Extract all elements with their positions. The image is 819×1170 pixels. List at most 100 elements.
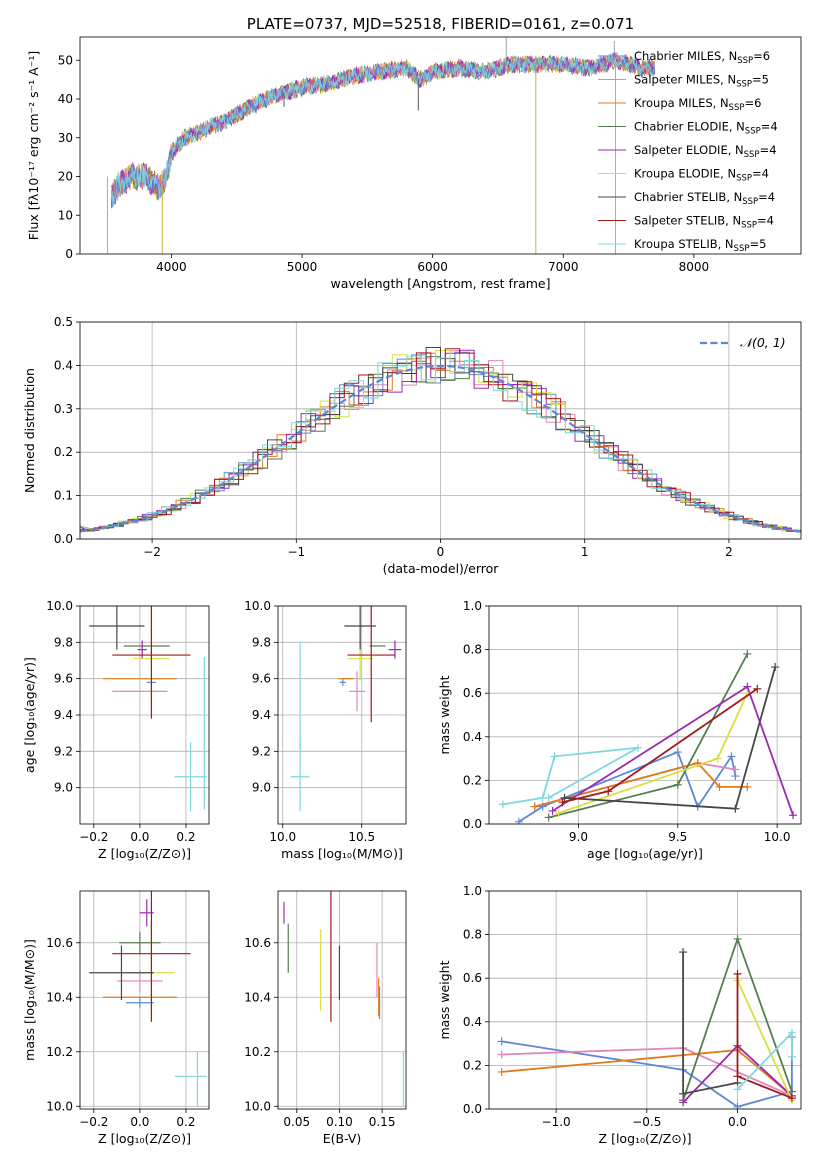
legend-count: =4	[757, 214, 774, 228]
plot-frame	[79, 605, 210, 825]
series-marker	[771, 663, 780, 672]
x-tick-label: 0.10	[326, 1115, 353, 1129]
x-tick-label: 0.0	[130, 830, 149, 844]
panel-mass-vs-Z: −0.2 0.0 0.2 10.0 10.2 10.4 10.6 Z [log₁₀(Z/Z⊙)…	[22, 890, 210, 1146]
y-tick-label: 0.0	[54, 532, 73, 546]
y-tick-label: 9.6	[54, 672, 73, 686]
y-tick-label: 0.4	[54, 358, 73, 372]
series-marker	[731, 804, 740, 813]
x-axis-label: wavelength [Angstrom, rest frame]	[330, 276, 550, 291]
series-marker	[733, 1102, 742, 1109]
series-marker	[673, 748, 682, 757]
x-tick-label: 0.05	[283, 1115, 310, 1129]
y-tick-label: 0.1	[54, 489, 73, 503]
legend-text: Kroupa ELODIE, N	[634, 167, 736, 181]
legend-count: =5	[752, 73, 769, 87]
series-marker	[733, 934, 742, 943]
y-tick-label: 9.2	[54, 744, 73, 758]
y-tick-label: 10.0	[46, 599, 73, 613]
y-tick-label: 40	[58, 92, 73, 106]
histogram-step	[80, 355, 801, 533]
legend-text: Chabrier STELIB, N	[634, 190, 742, 204]
legend-entry: Chabrier STELIB, NSSP=4	[634, 190, 775, 207]
x-tick-label: −0.5	[632, 1115, 661, 1129]
panel-massweight-vs-Z: −1.0 −0.5 0.0 0.0 0.2 0.4 0.6 0.8 1.0 Z [log₁₀(Z/…	[437, 884, 802, 1146]
y-tick-label: 0.4	[463, 730, 482, 744]
y-tick-label: 10.0	[46, 1099, 73, 1113]
y-tick-label: 10.4	[244, 990, 271, 1004]
y-tick-label: 10.6	[244, 936, 271, 950]
x-tick-label: 9.0	[569, 830, 588, 844]
x-tick-label: 10.0	[269, 830, 296, 844]
x-tick-label: 8000	[679, 260, 710, 274]
x-tick-label: 7000	[548, 260, 579, 274]
y-tick-label: 20	[58, 170, 73, 184]
x-tick-label: 10.0	[764, 830, 791, 844]
y-tick-label: 10.2	[46, 1045, 73, 1059]
x-axis-label: Z [log₁₀(Z/Z⊙)]	[98, 1131, 191, 1146]
legend-entry: Salpeter STELIB, NSSP=4	[634, 214, 774, 231]
y-tick-label: 10.2	[244, 1045, 271, 1059]
y-tick-label: 9.4	[252, 708, 271, 722]
legend-text: Chabrier ELODIE, N	[634, 120, 745, 134]
series-line	[736, 973, 793, 1099]
plot-area	[498, 649, 798, 824]
y-tick-label: 0.0	[463, 817, 482, 831]
plot-area	[80, 347, 801, 533]
x-tick-label: 0.0	[130, 1115, 149, 1129]
panel-age-vs-Z: −0.2 0.0 0.2 9.0 9.2 9.4 9.6 9.8 10.0 Z [log₁₀(Z/…	[22, 599, 210, 861]
y-axis-label: Normed distribution	[22, 368, 37, 493]
y-tick-label: 0.6	[463, 686, 482, 700]
legend-sub: SSP	[745, 127, 761, 137]
y-tick-label: 9.0	[252, 781, 271, 795]
y-tick-label: 0.6	[463, 971, 482, 985]
y-tick-label: 9.2	[252, 744, 271, 758]
series-marker	[743, 782, 752, 791]
plot-area	[283, 891, 405, 1107]
legend-count: =4	[760, 143, 777, 157]
series-marker	[544, 813, 553, 822]
plot-frame	[488, 890, 802, 1110]
series-marker	[713, 754, 722, 763]
legend-entry: Kroupa ELODIE, NSSP=4	[634, 167, 769, 184]
legend-entry: Kroupa STELIB, NSSP=5	[634, 237, 766, 254]
panel-massweight-vs-age: 9.0 9.5 10.0 0.0 0.2 0.4 0.6 0.8 1.0 age [log₁₀(a…	[437, 599, 802, 861]
y-axis-label: age [log₁₀(age/yr)]	[22, 657, 37, 773]
x-tick-label: −1.0	[542, 1115, 571, 1129]
series-marker	[679, 1089, 688, 1098]
series-marker	[634, 743, 643, 752]
y-tick-label: 10.0	[244, 599, 271, 613]
series-marker	[715, 782, 724, 791]
legend-entry: Salpeter ELODIE, NSSP=4	[634, 143, 777, 160]
plot-frame	[79, 890, 210, 1110]
series-marker	[733, 1072, 742, 1081]
legend-sub: SSP	[744, 150, 760, 160]
plot-area	[89, 606, 207, 812]
y-tick-label: 10.6	[46, 936, 73, 950]
series-line	[736, 980, 793, 1101]
series-marker	[787, 1094, 796, 1103]
x-tick-label: 4000	[156, 260, 187, 274]
y-tick-label: 0.8	[463, 643, 482, 657]
x-axis-label: Z [log₁₀(Z/Z⊙)]	[98, 846, 191, 861]
y-axis-label: Flux [fλ10⁻¹⁷ erg cm⁻² s⁻¹ A⁻¹]	[26, 51, 41, 240]
y-tick-label: 30	[58, 131, 73, 145]
x-axis-label: mass [log₁₀(M/M⊙)]	[281, 846, 403, 861]
legend-entry: Kroupa MILES, NSSP=6	[634, 96, 761, 113]
series-marker	[679, 1098, 688, 1107]
legend-text: Salpeter ELODIE, N	[634, 143, 744, 157]
x-tick-label: 5000	[287, 260, 318, 274]
x-tick-label: 9.5	[668, 830, 687, 844]
x-tick-label: −2	[143, 545, 161, 559]
legend-text: Kroupa MILES, N	[634, 96, 729, 110]
legend-entry: Chabrier MILES, NSSP=6	[634, 49, 770, 66]
legend-count: =4	[758, 190, 775, 204]
legend-text: Kroupa STELIB, N	[634, 237, 734, 251]
legend-count: =6	[744, 96, 761, 110]
x-axis-label: E(B-V)	[323, 1131, 362, 1146]
series-marker	[727, 752, 736, 761]
series-marker	[733, 1085, 742, 1094]
series-marker	[550, 752, 559, 761]
series-marker	[498, 800, 507, 809]
series-line	[518, 750, 737, 823]
